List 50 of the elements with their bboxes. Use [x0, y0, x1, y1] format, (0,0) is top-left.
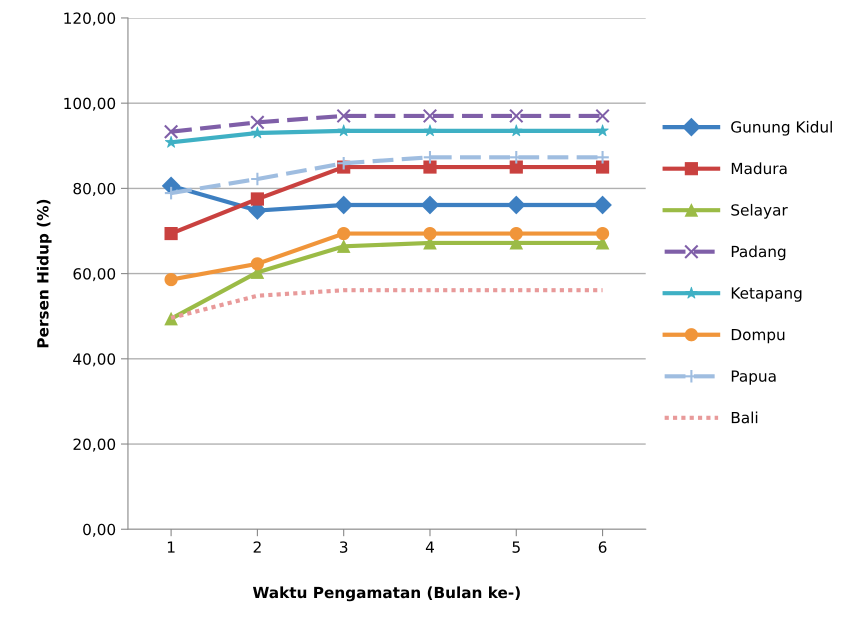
- x-tick-label: 4: [426, 542, 434, 553]
- point: [334, 196, 353, 214]
- point: [423, 160, 437, 174]
- point: [251, 126, 264, 138]
- point: [336, 108, 351, 124]
- y-tick-label: 100,00: [64, 98, 116, 111]
- point: [510, 226, 523, 240]
- x-axis-title: Waktu Pengamatan (Bulan ke-): [252, 586, 520, 602]
- legend-label: Selayar: [731, 204, 788, 219]
- point: [250, 115, 265, 130]
- point: [422, 108, 438, 124]
- legend-label: Papua: [732, 370, 776, 385]
- point: [596, 226, 610, 240]
- x-tick-label: 6: [598, 541, 606, 553]
- x-tick-label: 5: [512, 542, 520, 553]
- legend-label: Bali: [732, 412, 758, 424]
- y-tick-label: 120,00: [64, 12, 116, 26]
- point: [337, 226, 350, 240]
- point: [596, 160, 610, 174]
- point: [250, 257, 264, 270]
- legend-label: Padang: [732, 245, 786, 260]
- legend-label: Madura: [732, 162, 787, 174]
- point: [420, 196, 440, 214]
- point: [164, 226, 178, 240]
- point: [510, 124, 523, 136]
- point: [595, 108, 610, 124]
- point: [507, 196, 526, 214]
- point: [250, 192, 264, 206]
- x-tick-label: 2: [254, 541, 261, 553]
- point: [164, 272, 178, 286]
- y-tick-label: 20,00: [74, 438, 116, 452]
- point: [596, 124, 609, 136]
- point: [337, 124, 350, 136]
- legend-label: Dompu: [732, 328, 784, 344]
- legend-label: Gunung Kidul: [731, 120, 832, 136]
- point: [508, 108, 524, 124]
- x-tick-label: 1: [168, 542, 175, 553]
- point: [164, 124, 178, 140]
- y-axis-title: Persen Hidup (%): [36, 200, 52, 348]
- legend-label: Ketapang: [732, 287, 802, 302]
- y-tick-label: 0,00: [83, 524, 116, 537]
- point: [423, 226, 437, 240]
- point: [593, 196, 612, 214]
- point: [424, 124, 436, 136]
- y-tick-label: 60,00: [73, 268, 116, 282]
- x-tick-label: 3: [340, 541, 348, 553]
- y-tick-label: 80,00: [73, 182, 116, 196]
- point: [337, 240, 350, 253]
- point: [510, 160, 523, 174]
- y-tick-label: 40,00: [73, 353, 116, 366]
